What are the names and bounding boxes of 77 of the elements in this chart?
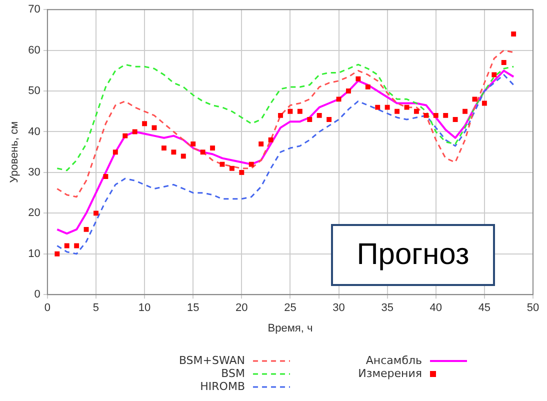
x-tick-label: 30 [332,302,345,314]
point [424,112,429,118]
point [54,251,60,256]
point [356,76,361,82]
legend-label: BSM+SWAN [178,354,245,367]
point [384,104,390,110]
point [84,226,89,232]
line-series [56,50,514,198]
legend-label: Измерения [358,366,422,380]
point [268,137,274,142]
point [132,129,138,134]
point [258,141,264,146]
point [239,170,244,175]
point [288,108,293,114]
point [404,104,410,110]
point [511,32,516,37]
point [336,96,342,102]
x-axis-title: Время, ч [268,322,313,334]
point [462,108,468,114]
point [365,84,370,90]
point [94,210,98,216]
x-tick-label: 20 [236,302,248,314]
point [394,108,400,114]
point [152,125,157,130]
point [200,150,206,155]
x-tick-label: 5 [92,302,100,314]
point [122,133,128,138]
point [452,117,458,122]
point [375,104,380,110]
point [180,154,186,159]
x-tick-label: 10 [138,302,151,314]
point [414,108,419,114]
x-tick-label: 50 [526,302,540,314]
y-tick-label: 40 [28,126,40,138]
x-tick-label: 35 [381,302,394,314]
x-tick-label: 15 [186,302,200,314]
x-tick-label: 25 [284,302,296,314]
point [326,117,332,122]
x-tick-label: 45 [478,302,491,314]
point [171,150,176,155]
point [346,88,351,94]
point [278,112,283,118]
point [482,100,487,106]
annotation: Прогноз [331,224,495,286]
legend-label: HIROMB [200,380,245,393]
y-tick-label: 0 [34,288,40,301]
y-tick-label: 60 [28,44,40,56]
point [74,243,80,248]
point [190,141,196,146]
legend-label: BSM [221,366,245,380]
y-tick-label: 50 [28,85,40,98]
point [443,112,448,118]
point [220,162,225,167]
point [501,60,506,66]
legend-label: Ансамбль [366,354,422,367]
x-tick-label: 40 [430,302,442,314]
point [112,150,118,155]
point [248,162,254,167]
y-axis-title: Уровень, см [8,121,21,183]
point [64,243,70,248]
point [297,108,302,114]
x-tick-label: 0 [44,302,50,314]
point [142,121,148,126]
y-tick-label: 10 [28,248,40,260]
point [307,117,312,122]
point [433,112,438,118]
point [103,174,108,180]
y-tick-label: 20 [28,207,40,220]
y-tick-label: 70 [28,4,40,16]
y-tick-label: 30 [28,166,40,178]
line-series [56,64,514,172]
point [210,146,215,151]
point [492,72,497,78]
point [161,146,166,151]
point [316,112,322,118]
point [229,166,234,171]
point [472,96,478,102]
